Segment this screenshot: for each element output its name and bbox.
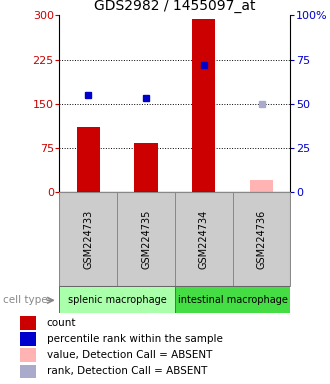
Text: percentile rank within the sample: percentile rank within the sample <box>47 334 223 344</box>
Bar <box>77 127 100 192</box>
Text: GSM224736: GSM224736 <box>256 209 267 269</box>
Text: count: count <box>47 318 76 328</box>
Bar <box>59 192 117 286</box>
Bar <box>19 332 36 346</box>
Text: cell type: cell type <box>3 295 48 305</box>
Text: GSM224733: GSM224733 <box>83 209 93 269</box>
Bar <box>175 192 233 286</box>
Text: intestinal macrophage: intestinal macrophage <box>178 295 287 305</box>
Bar <box>19 349 36 362</box>
Bar <box>135 143 158 192</box>
Text: value, Detection Call = ABSENT: value, Detection Call = ABSENT <box>47 350 212 360</box>
Text: GSM224734: GSM224734 <box>199 209 209 269</box>
Bar <box>59 286 175 313</box>
Text: splenic macrophage: splenic macrophage <box>68 295 167 305</box>
Title: GDS2982 / 1455097_at: GDS2982 / 1455097_at <box>94 0 256 13</box>
Bar <box>19 365 36 378</box>
Text: GSM224735: GSM224735 <box>141 209 151 269</box>
Bar <box>250 180 273 192</box>
Bar <box>192 20 215 192</box>
Bar <box>175 286 290 313</box>
Text: rank, Detection Call = ABSENT: rank, Detection Call = ABSENT <box>47 366 207 376</box>
Bar <box>117 192 175 286</box>
Bar <box>19 316 36 329</box>
Bar <box>233 192 290 286</box>
